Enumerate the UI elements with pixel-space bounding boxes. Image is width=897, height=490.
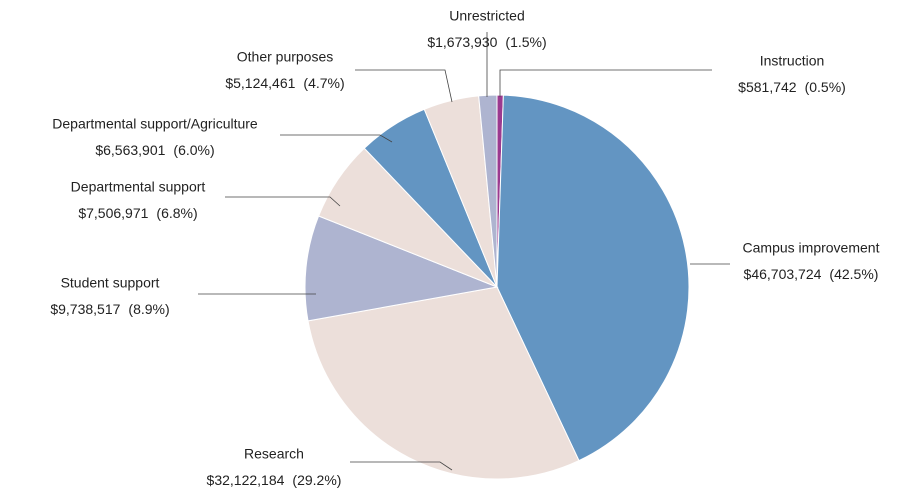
value-label: $9,738,517 bbox=[50, 301, 120, 317]
slice-label: Other purposes bbox=[237, 49, 334, 65]
leader-line bbox=[499, 69, 712, 97]
value-label: $6,563,901 bbox=[95, 142, 165, 158]
slice-value: $581,742 (0.5%) bbox=[738, 79, 846, 95]
slice-label: Student support bbox=[61, 275, 160, 291]
slice-label: Research bbox=[244, 446, 304, 462]
slice-value: $7,506,971 (6.8%) bbox=[78, 205, 197, 221]
slice-value: $5,124,461 (4.7%) bbox=[225, 75, 344, 91]
percent-label: (6.8%) bbox=[156, 205, 197, 221]
percent-label: (6.0%) bbox=[173, 142, 214, 158]
percent-label: (1.5%) bbox=[505, 34, 546, 50]
value-label: $46,703,724 bbox=[744, 266, 822, 282]
leader-line bbox=[280, 134, 393, 143]
percent-label: (42.5%) bbox=[829, 266, 878, 282]
slice-label: Unrestricted bbox=[449, 8, 524, 24]
slice-value: $32,122,184 (29.2%) bbox=[207, 472, 342, 488]
slice-value: $1,673,930 (1.5%) bbox=[427, 34, 546, 50]
percent-label: (8.9%) bbox=[128, 301, 169, 317]
pie-slice bbox=[496, 94, 690, 462]
leader-line bbox=[225, 196, 341, 207]
slice-label: Departmental support bbox=[71, 179, 206, 195]
percent-label: (0.5%) bbox=[805, 79, 846, 95]
slice-label: Campus improvement bbox=[743, 240, 880, 256]
pie-slice bbox=[304, 215, 499, 322]
leader-line bbox=[355, 69, 453, 103]
percent-label: (4.7%) bbox=[303, 75, 344, 91]
leader-line bbox=[350, 461, 453, 471]
pie-slice bbox=[478, 94, 498, 288]
value-label: $581,742 bbox=[738, 79, 797, 95]
value-label: $32,122,184 bbox=[207, 472, 285, 488]
value-label: $1,673,930 bbox=[427, 34, 497, 50]
slice-label: Departmental support/Agriculture bbox=[52, 116, 258, 132]
pie-slice bbox=[307, 286, 580, 480]
value-label: $7,506,971 bbox=[78, 205, 148, 221]
percent-label: (29.2%) bbox=[292, 472, 341, 488]
value-label: $5,124,461 bbox=[225, 75, 295, 91]
slice-value: $6,563,901 (6.0%) bbox=[95, 142, 214, 158]
slice-value: $9,738,517 (8.9%) bbox=[50, 301, 169, 317]
slice-value: $46,703,724 (42.5%) bbox=[744, 266, 879, 282]
slice-label: Instruction bbox=[760, 53, 825, 69]
